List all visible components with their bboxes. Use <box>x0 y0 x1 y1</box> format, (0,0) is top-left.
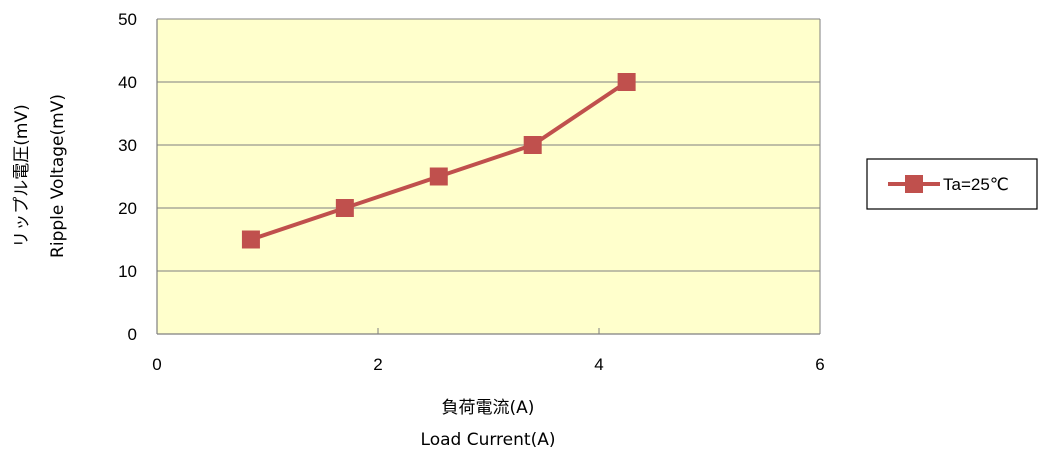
y-tick-label-40: 40 <box>118 73 137 92</box>
legend-label: Ta=25℃ <box>943 175 1009 194</box>
legend-marker-swatch <box>905 175 923 193</box>
y-axis-title-line1: リップル電圧(mV) <box>12 104 32 247</box>
x-tick-label-4: 4 <box>594 355 603 374</box>
data-point-0-3 <box>523 136 542 154</box>
data-point-0-0 <box>241 230 260 249</box>
y-tick-label-50: 50 <box>118 10 137 29</box>
x-axis-title-line1: 負荷電流(A) <box>442 398 535 418</box>
y-tick-labels: 0 10 20 30 40 50 <box>118 10 137 344</box>
x-tick-label-0: 0 <box>152 355 161 374</box>
x-tick-labels: 0 2 4 6 <box>152 355 824 374</box>
y-axis-title-line2: Ripple Voltage(mV) <box>48 94 68 258</box>
gridlines <box>157 18 820 272</box>
data-point-0-1 <box>335 199 354 217</box>
axes <box>156 19 821 335</box>
x-axis-title-line2: Load Current(A) <box>421 430 556 450</box>
y-tick-label-30: 30 <box>118 136 137 155</box>
data-point-0-4 <box>617 73 636 91</box>
y-tick-label-10: 10 <box>118 262 137 281</box>
y-tick-label-0: 0 <box>128 325 137 344</box>
x-tick-label-6: 6 <box>815 355 824 374</box>
legend: Ta=25℃ <box>866 158 1038 210</box>
x-tick-label-2: 2 <box>373 355 382 374</box>
plot-area <box>157 19 820 334</box>
y-tick-label-20: 20 <box>118 199 137 218</box>
series-layer <box>241 73 636 249</box>
data-point-0-2 <box>429 167 448 186</box>
